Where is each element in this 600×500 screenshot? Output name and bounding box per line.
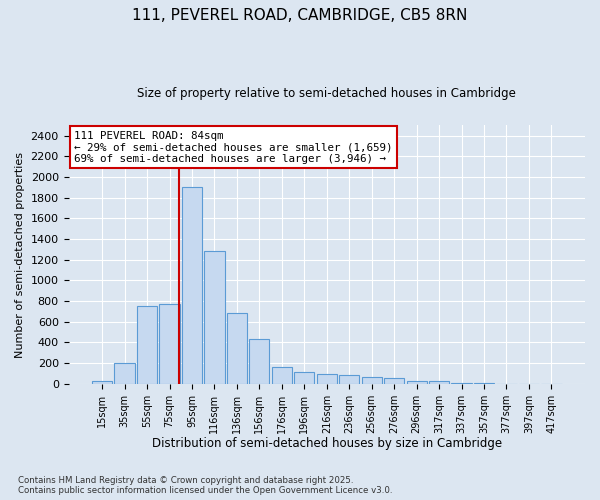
Bar [339,374,359,384]
X-axis label: Distribution of semi-detached houses by size in Cambridge: Distribution of semi-detached houses by … [152,437,502,450]
Text: 111 PEVEREL ROAD: 84sqm
← 29% of semi-detached houses are smaller (1,659)
69% of: 111 PEVEREL ROAD: 84sqm ← 29% of semi-de… [74,131,392,164]
Bar [317,374,337,384]
Bar [294,372,314,384]
Bar [205,252,224,384]
Bar [429,382,449,384]
Bar [92,381,112,384]
Bar [407,381,427,384]
Text: 111, PEVEREL ROAD, CAMBRIDGE, CB5 8RN: 111, PEVEREL ROAD, CAMBRIDGE, CB5 8RN [133,8,467,22]
Bar [272,367,292,384]
Bar [137,306,157,384]
Y-axis label: Number of semi-detached properties: Number of semi-detached properties [15,152,25,358]
Bar [160,304,179,384]
Title: Size of property relative to semi-detached houses in Cambridge: Size of property relative to semi-detach… [137,88,516,101]
Bar [384,378,404,384]
Bar [227,314,247,384]
Bar [182,188,202,384]
Bar [115,363,134,384]
Bar [362,376,382,384]
Bar [451,383,472,384]
Text: Contains HM Land Registry data © Crown copyright and database right 2025.
Contai: Contains HM Land Registry data © Crown c… [18,476,392,495]
Bar [249,340,269,384]
